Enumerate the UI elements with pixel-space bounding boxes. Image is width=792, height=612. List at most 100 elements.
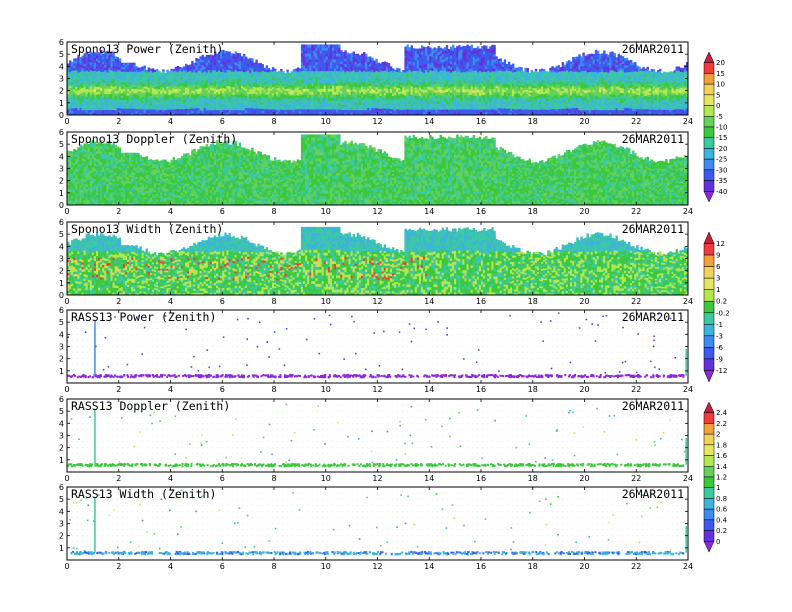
cell	[367, 93, 370, 96]
cell	[481, 83, 484, 87]
cell	[294, 103, 298, 106]
cell	[443, 100, 447, 105]
cell	[207, 77, 211, 81]
cell	[145, 109, 149, 112]
cell	[441, 98, 445, 102]
cell	[385, 73, 389, 76]
cell	[278, 98, 281, 101]
cell	[439, 72, 442, 76]
cell	[170, 86, 173, 89]
cell	[416, 79, 420, 83]
cell	[315, 103, 318, 107]
cell	[108, 112, 111, 115]
cell	[191, 67, 194, 71]
cell	[311, 103, 314, 107]
cell	[296, 81, 300, 84]
cell	[292, 107, 295, 110]
cell	[290, 109, 293, 112]
cell	[398, 95, 401, 98]
cell	[73, 89, 76, 92]
cell	[319, 79, 322, 83]
cell	[137, 75, 140, 78]
cell	[108, 67, 111, 71]
cell	[71, 77, 74, 80]
cell	[282, 71, 285, 74]
cell	[385, 82, 389, 85]
cell	[495, 95, 498, 99]
cell	[398, 101, 401, 104]
cell	[358, 62, 362, 66]
cell	[445, 91, 449, 95]
cell	[302, 56, 306, 60]
cell	[420, 48, 424, 52]
cell	[184, 87, 188, 90]
cell	[182, 96, 186, 100]
cell	[213, 83, 217, 87]
cell	[474, 103, 478, 107]
cell	[75, 107, 78, 111]
cell	[452, 65, 455, 69]
cell	[73, 100, 76, 104]
cell	[85, 70, 88, 74]
cell	[319, 67, 322, 72]
cell	[425, 63, 428, 68]
cell	[478, 73, 482, 77]
cell	[67, 108, 70, 112]
cell	[98, 52, 101, 56]
cell	[340, 85, 343, 89]
cell	[114, 85, 117, 89]
cell	[209, 107, 213, 111]
cell	[423, 95, 426, 99]
cell	[423, 61, 426, 65]
cell	[135, 104, 138, 108]
cell	[141, 80, 144, 83]
cell	[385, 86, 389, 89]
cell	[381, 106, 385, 109]
cell	[93, 104, 97, 108]
cell	[263, 93, 267, 96]
cell	[180, 83, 184, 86]
cell	[222, 101, 225, 105]
cell	[81, 105, 84, 108]
cell	[404, 69, 407, 73]
cell	[307, 88, 310, 92]
cell	[139, 105, 142, 108]
cell	[300, 47, 304, 51]
cell	[274, 103, 277, 106]
cell	[75, 98, 78, 102]
cell	[379, 106, 382, 109]
cell	[271, 89, 275, 92]
cell	[452, 44, 455, 48]
cell	[487, 76, 490, 80]
cell	[245, 100, 248, 104]
cell	[184, 100, 188, 103]
cell	[282, 94, 285, 98]
cell	[464, 46, 467, 50]
cell	[317, 103, 320, 107]
cell	[391, 80, 395, 83]
cell	[205, 62, 209, 66]
cell	[400, 100, 403, 103]
cell	[373, 65, 376, 68]
cell	[412, 106, 416, 110]
cell	[468, 103, 471, 107]
cell	[141, 84, 144, 87]
cell	[133, 69, 136, 72]
cell	[253, 112, 256, 115]
cell	[139, 99, 142, 102]
cell	[460, 92, 463, 96]
cell	[129, 75, 132, 79]
cell	[290, 89, 293, 92]
cell	[218, 67, 221, 71]
cell	[213, 77, 217, 81]
cell	[462, 97, 465, 101]
cell	[302, 94, 306, 98]
cell	[147, 113, 151, 115]
cell	[356, 66, 360, 70]
cell	[286, 90, 289, 93]
cell	[69, 60, 72, 63]
cell	[342, 112, 345, 115]
cell	[288, 95, 291, 98]
cell	[329, 82, 333, 86]
cell	[249, 74, 252, 78]
